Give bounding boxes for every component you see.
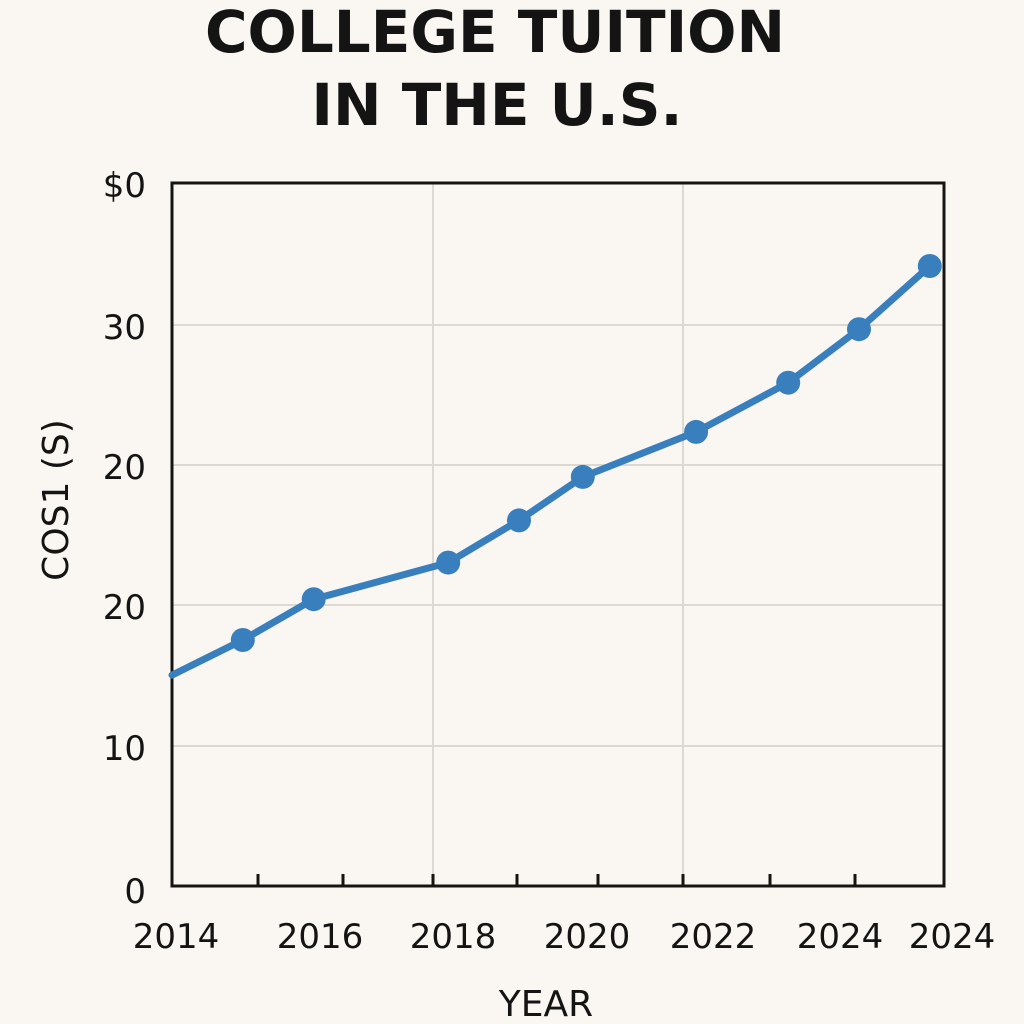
data-point [507,508,531,533]
y-tick-label: 0 [124,872,146,912]
x-tick-labels: 2014 2016 2018 2020 2022 2024 2024 [133,917,996,957]
data-point [917,254,942,278]
x-tick-marks [256,874,857,886]
x-tick-label: 2014 [133,917,220,957]
data-point [684,419,709,444]
y-axis-label: COS1 (S) [36,419,77,581]
grid-lines [172,183,944,886]
x-tick-label: 2020 [544,917,631,957]
data-point [301,587,326,612]
y-tick-label: 30 [103,308,146,348]
y-tick-label: 20 [103,448,146,488]
x-tick-label: 2018 [410,917,497,957]
chart-title: COLLEGE TUITION IN THE U.S. [205,0,785,139]
x-tick-label: 2016 [277,917,364,957]
x-tick-label: 2024 [797,917,884,957]
data-point [776,370,801,395]
x-tick-label: 2024 [909,917,996,957]
series-line [168,262,934,679]
chart-title-line-2: IN THE U.S. [311,71,682,139]
x-tick-label: 2022 [670,917,757,957]
y-tick-label: $0 [103,166,146,206]
data-point [570,464,595,489]
x-axis-label: YEAR [498,984,593,1024]
chart-title-line-1: COLLEGE TUITION [205,0,785,66]
tuition-series [168,254,942,679]
y-tick-label: 10 [103,729,146,769]
y-tick-labels: $0 30 20 20 10 0 [103,166,146,912]
data-point [436,550,461,575]
plot-frame [170,181,946,888]
data-point [230,628,255,652]
y-tick-label: 20 [103,588,146,628]
data-point [847,317,871,342]
